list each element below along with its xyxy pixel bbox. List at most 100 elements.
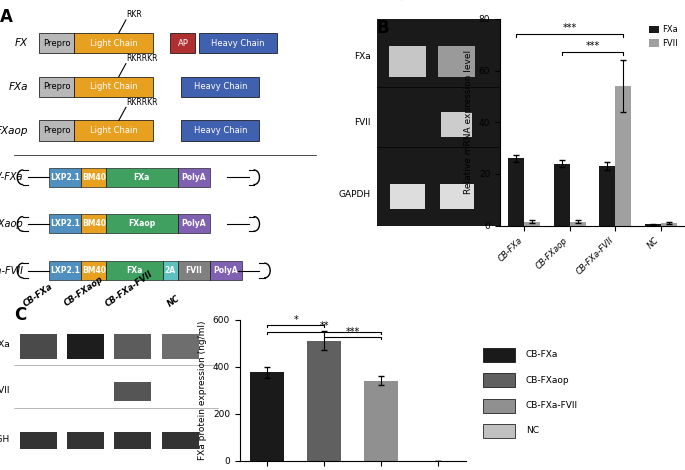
FancyBboxPatch shape — [74, 33, 153, 54]
Text: **: ** — [319, 321, 329, 331]
Bar — [114, 432, 151, 449]
FancyBboxPatch shape — [171, 33, 195, 54]
Y-axis label: FXa protein expression (ng/ml): FXa protein expression (ng/ml) — [198, 321, 208, 460]
Text: C: C — [14, 306, 26, 323]
Text: CB-FXa-FVII: CB-FXa-FVII — [103, 269, 154, 308]
Text: FXaop: FXaop — [128, 219, 155, 228]
Bar — [67, 334, 104, 359]
Text: FXa: FXa — [0, 340, 10, 350]
Bar — [162, 334, 199, 359]
Text: RKR: RKR — [126, 10, 142, 19]
Y-axis label: Relative mRNA expression level: Relative mRNA expression level — [464, 50, 473, 194]
Bar — [20, 432, 57, 449]
FancyBboxPatch shape — [181, 77, 260, 97]
FancyBboxPatch shape — [163, 261, 177, 280]
Text: FXaop: FXaop — [0, 125, 28, 136]
Bar — [483, 373, 515, 387]
Text: RKRRKR: RKRRKR — [126, 54, 158, 63]
Text: FX: FX — [15, 38, 28, 48]
Text: CB-FXa: CB-FXa — [525, 350, 558, 360]
FancyBboxPatch shape — [106, 168, 177, 187]
Bar — [570, 222, 586, 226]
Text: FXa: FXa — [134, 173, 150, 182]
Bar — [307, 341, 341, 461]
Text: GAPGH: GAPGH — [0, 435, 10, 444]
Text: Prepro: Prepro — [42, 82, 70, 92]
FancyBboxPatch shape — [49, 261, 82, 280]
Text: FVII: FVII — [354, 118, 371, 127]
Text: FXa: FXa — [127, 266, 143, 275]
Bar — [438, 46, 475, 77]
Text: *: * — [293, 315, 298, 325]
Bar — [615, 86, 631, 226]
Text: BM40: BM40 — [82, 266, 106, 275]
Text: FXa: FXa — [8, 82, 28, 92]
Bar — [67, 432, 104, 449]
Bar — [554, 164, 570, 226]
Text: Prepro: Prepro — [42, 126, 70, 135]
Bar — [250, 372, 284, 461]
Text: CB-FXa-FVII: CB-FXa-FVII — [525, 401, 578, 410]
Text: Prepro: Prepro — [42, 39, 70, 48]
Text: BM40: BM40 — [82, 173, 106, 182]
FancyBboxPatch shape — [199, 33, 277, 54]
Text: GAPDH: GAPDH — [338, 190, 371, 199]
Text: Light Chain: Light Chain — [90, 39, 137, 48]
FancyBboxPatch shape — [82, 214, 106, 233]
FancyBboxPatch shape — [49, 214, 82, 233]
Text: Light Chain: Light Chain — [90, 82, 137, 92]
Text: CB-FXaop: CB-FXaop — [440, 0, 486, 2]
FancyBboxPatch shape — [82, 168, 106, 187]
Bar — [483, 424, 515, 438]
Bar — [114, 334, 151, 359]
FancyBboxPatch shape — [38, 33, 74, 54]
Bar — [483, 348, 515, 362]
FancyBboxPatch shape — [38, 77, 74, 97]
Text: AP: AP — [177, 39, 188, 48]
Text: ***: *** — [346, 327, 360, 337]
Text: Heavy Chain: Heavy Chain — [194, 126, 247, 135]
Bar — [440, 184, 474, 209]
Bar — [389, 46, 426, 77]
Text: PolyA: PolyA — [182, 219, 206, 228]
Text: ***: *** — [586, 41, 599, 51]
Text: PolyA: PolyA — [213, 266, 238, 275]
Text: A: A — [0, 8, 12, 26]
FancyBboxPatch shape — [74, 120, 153, 141]
FancyBboxPatch shape — [181, 120, 260, 141]
Text: PolyA: PolyA — [182, 173, 206, 182]
FancyBboxPatch shape — [177, 214, 210, 233]
Text: CB-FXaop: CB-FXaop — [525, 376, 569, 385]
Bar — [645, 224, 661, 226]
Text: FXa: FXa — [354, 52, 371, 61]
Text: LXP2.1: LXP2.1 — [51, 266, 80, 275]
FancyBboxPatch shape — [106, 214, 177, 233]
Text: pAAV-FXa-FVII: pAAV-FXa-FVII — [0, 266, 23, 275]
FancyBboxPatch shape — [177, 261, 210, 280]
Text: NC: NC — [525, 426, 538, 436]
Text: ***: *** — [562, 23, 577, 33]
Bar — [599, 166, 615, 226]
FancyBboxPatch shape — [82, 261, 106, 280]
Text: CB-FXa: CB-FXa — [22, 282, 55, 308]
FancyBboxPatch shape — [177, 168, 210, 187]
FancyBboxPatch shape — [74, 77, 153, 97]
Text: NC: NC — [166, 293, 182, 308]
Bar — [441, 112, 473, 137]
FancyBboxPatch shape — [210, 261, 242, 280]
Bar — [114, 382, 151, 401]
Text: FVII: FVII — [0, 385, 10, 395]
FancyBboxPatch shape — [106, 261, 163, 280]
FancyBboxPatch shape — [38, 120, 74, 141]
Bar — [390, 184, 425, 209]
Text: Heavy Chain: Heavy Chain — [212, 39, 265, 48]
Text: BM40: BM40 — [82, 219, 106, 228]
Text: RKRRKR: RKRRKR — [126, 98, 158, 107]
Text: FVII: FVII — [185, 266, 202, 275]
Bar — [364, 381, 399, 461]
Text: B: B — [377, 19, 389, 37]
Legend: FXa, FVII: FXa, FVII — [647, 23, 681, 50]
Text: Heavy Chain: Heavy Chain — [194, 82, 247, 92]
Text: Light Chain: Light Chain — [90, 126, 137, 135]
Bar — [524, 222, 540, 226]
